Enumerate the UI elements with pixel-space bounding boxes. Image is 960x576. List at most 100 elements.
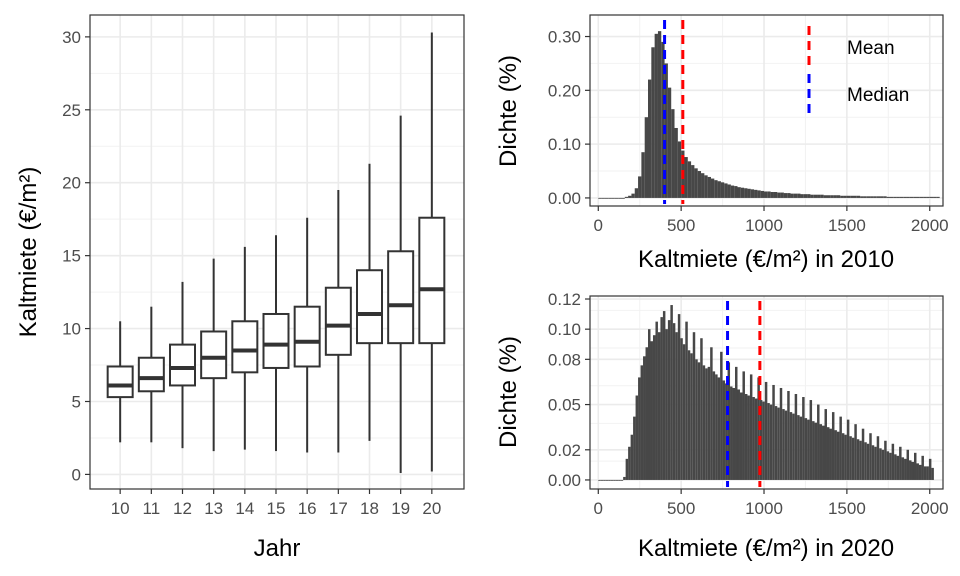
histogram-bar bbox=[846, 195, 851, 198]
histogram-bar bbox=[628, 195, 632, 198]
histogram-bar bbox=[657, 332, 661, 480]
histogram-bar bbox=[866, 196, 871, 198]
histogram-bar bbox=[871, 445, 875, 480]
box-body bbox=[169, 343, 196, 387]
histogram-bar bbox=[787, 390, 790, 480]
histogram-bar bbox=[839, 416, 842, 480]
histogram-bar bbox=[655, 321, 658, 480]
histogram-bar bbox=[654, 33, 658, 198]
histogram-bar bbox=[754, 398, 758, 480]
histogram-bar bbox=[790, 193, 794, 198]
histogram-bar bbox=[789, 412, 793, 480]
histogram-bar bbox=[772, 384, 775, 480]
x-tick-label: 500 bbox=[667, 216, 695, 235]
y-tick-label: 0.12 bbox=[548, 290, 581, 309]
histogram-bar bbox=[774, 406, 778, 480]
histogram-bar bbox=[618, 197, 622, 199]
histogram-bar bbox=[735, 366, 738, 480]
histogram-bar bbox=[787, 193, 791, 198]
histogram-bar bbox=[749, 374, 753, 480]
histogram-bar bbox=[702, 365, 706, 480]
histogram-bar bbox=[784, 410, 788, 480]
histogram-bar bbox=[717, 377, 721, 480]
y-tick-label: 0.20 bbox=[548, 81, 581, 100]
y-tick-label: 30 bbox=[62, 28, 81, 47]
histogram-bar bbox=[643, 356, 646, 480]
histogram-2010-y-ticks: 0.00 0.10 0.20 0.30 bbox=[548, 28, 590, 208]
box-body bbox=[262, 312, 290, 369]
histogram-bar bbox=[645, 347, 649, 480]
histogram-bar bbox=[604, 197, 609, 199]
box-13 bbox=[200, 258, 228, 452]
histogram-bar bbox=[610, 479, 614, 481]
histogram-2020-panel-border bbox=[589, 295, 944, 490]
histogram-bar bbox=[705, 368, 708, 480]
histogram-bar bbox=[899, 446, 902, 480]
histogram-bar bbox=[687, 161, 692, 198]
histogram-bar bbox=[691, 165, 695, 198]
x-tick-label: 13 bbox=[204, 499, 223, 518]
box-body bbox=[137, 356, 165, 393]
legend: Mean Median bbox=[807, 26, 909, 116]
histogram-bar bbox=[841, 433, 845, 480]
y-tick-label: 5 bbox=[72, 392, 81, 411]
histogram-bar bbox=[814, 422, 818, 480]
histogram-2020-x-ticks: 0 500 1000 1500 2000 bbox=[594, 489, 949, 518]
histogram-bar bbox=[700, 338, 703, 480]
histogram-bar bbox=[876, 436, 880, 480]
histogram-bar bbox=[817, 194, 821, 198]
box-body bbox=[200, 330, 228, 380]
box-16 bbox=[293, 217, 321, 453]
histogram-bar bbox=[797, 193, 801, 198]
histogram-bar bbox=[820, 194, 824, 198]
histogram-bar bbox=[720, 182, 725, 198]
histogram-bar bbox=[834, 430, 837, 480]
box-12 bbox=[169, 281, 196, 449]
x-tick-label: 1500 bbox=[828, 216, 866, 235]
x-tick-label: 1000 bbox=[745, 216, 783, 235]
boxplot-x-axis-title: Jahr bbox=[254, 535, 301, 562]
histogram-bar bbox=[860, 196, 864, 198]
histogram-bar bbox=[650, 341, 653, 480]
histogram-bar bbox=[824, 409, 827, 480]
x-tick-label: 20 bbox=[422, 499, 441, 518]
histogram-bar bbox=[692, 332, 696, 480]
histogram-bar bbox=[615, 479, 619, 481]
histogram-bar bbox=[936, 196, 940, 198]
histogram-bar bbox=[717, 181, 721, 198]
histogram-bar bbox=[829, 428, 832, 480]
boxplot-y-ticks: 0 5 10 15 20 25 30 bbox=[62, 28, 90, 484]
histogram-bar bbox=[730, 386, 733, 480]
histogram-bar bbox=[641, 152, 645, 198]
histogram-2020-reference-lines bbox=[726, 301, 762, 487]
histogram-bar bbox=[600, 479, 604, 481]
x-tick-label: 19 bbox=[391, 499, 410, 518]
histogram-bar bbox=[844, 434, 847, 480]
histogram-bar bbox=[715, 374, 718, 480]
histogram-bar bbox=[601, 197, 605, 199]
histogram-bar bbox=[928, 458, 932, 480]
histogram-bar bbox=[652, 335, 656, 480]
y-tick-label: 0.08 bbox=[548, 350, 581, 369]
histogram-bar bbox=[667, 87, 672, 198]
histogram-bar bbox=[707, 176, 711, 198]
histogram-bar bbox=[739, 392, 743, 480]
histogram-2020-y-axis-title: Dichte (%) bbox=[495, 336, 522, 448]
histogram-bar bbox=[640, 365, 644, 480]
histogram-bar bbox=[744, 394, 748, 480]
histogram-bar bbox=[752, 397, 755, 480]
histogram-bar bbox=[883, 196, 887, 198]
histogram-bar bbox=[861, 428, 865, 480]
histogram-bar bbox=[889, 452, 892, 480]
histogram-bar bbox=[704, 175, 708, 198]
histogram-bar bbox=[830, 195, 834, 198]
histogram-bar bbox=[665, 329, 668, 480]
histogram-bar bbox=[918, 464, 922, 480]
histogram-bar bbox=[906, 196, 910, 198]
histogram-2020-panel: 0.00 0.02 0.05 0.08 0.10 0.12 0 500 1000 1500 200… bbox=[495, 290, 949, 562]
legend-median-label: Median bbox=[847, 85, 909, 106]
x-tick-label: 0 bbox=[594, 216, 603, 235]
histogram-bar bbox=[874, 446, 877, 480]
boxplot-boxes bbox=[106, 32, 446, 473]
histogram-bar bbox=[695, 359, 698, 480]
